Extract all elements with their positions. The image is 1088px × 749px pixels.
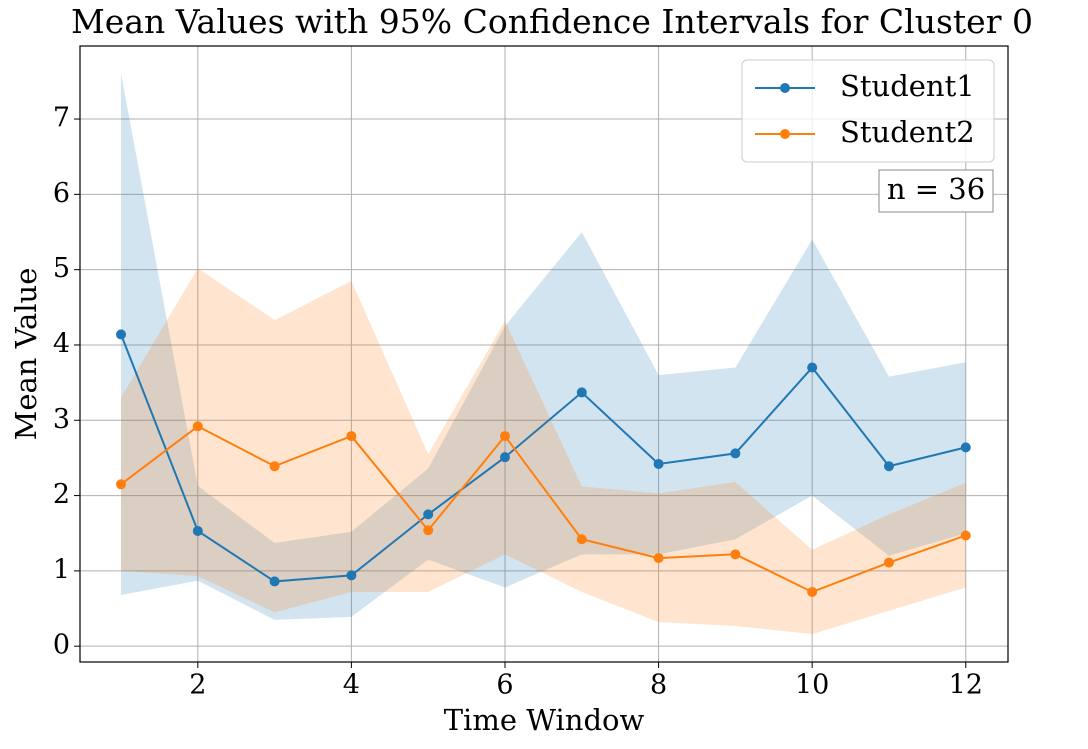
- point: [730, 549, 741, 560]
- grid: [80, 46, 1008, 662]
- point: [883, 461, 894, 472]
- point: [576, 534, 587, 545]
- point: [499, 431, 510, 442]
- point: [346, 431, 357, 442]
- point: [423, 525, 434, 536]
- x-tick-label: 12: [949, 670, 983, 701]
- point: [653, 553, 664, 564]
- y-tick-label: 2: [53, 479, 70, 510]
- line: [120, 425, 967, 594]
- point: [807, 362, 818, 373]
- annotation-box: [878, 169, 994, 213]
- y-axis-label: Mean Value: [9, 268, 43, 441]
- y-tick-label: 1: [53, 554, 70, 585]
- point: [116, 479, 127, 490]
- x-tick-label: 8: [650, 670, 667, 701]
- point: [269, 576, 280, 587]
- point: [653, 458, 664, 469]
- legend-box: [741, 59, 995, 163]
- y-tick-label: 3: [53, 404, 70, 435]
- annotation: n = 36: [887, 172, 985, 206]
- x-tick-label: 6: [496, 670, 513, 701]
- y-tick-label: 6: [53, 178, 70, 209]
- point: [960, 530, 971, 541]
- point: [269, 461, 280, 472]
- confidence-band: [121, 73, 966, 620]
- y-tick-label: 4: [53, 328, 70, 359]
- point: [423, 509, 434, 520]
- point: [116, 329, 127, 340]
- x-axis-label: Time Window: [444, 703, 645, 737]
- line: [120, 334, 967, 583]
- legend-label: Student2: [840, 115, 975, 149]
- y-tick-label: 5: [53, 253, 70, 284]
- point: [346, 570, 357, 581]
- chart-title: Mean Values with 95% Confidence Interval…: [71, 2, 1033, 41]
- point: [730, 448, 741, 459]
- legend: Student1 Student2: [741, 59, 995, 163]
- point: [499, 452, 510, 463]
- point: [192, 421, 203, 432]
- legend-marker: [780, 129, 790, 139]
- point: [807, 586, 818, 597]
- point: [960, 442, 971, 453]
- legend-label: Student1: [840, 69, 975, 103]
- x-tick-label: 10: [795, 670, 829, 701]
- y-tick-label: 0: [53, 630, 70, 661]
- confidence-band: [121, 268, 966, 635]
- x-tick-label: 2: [189, 670, 206, 701]
- point: [883, 557, 894, 568]
- y-tick-label: 7: [53, 103, 70, 134]
- legend-marker: [780, 83, 790, 93]
- x-tick-label: 4: [343, 670, 360, 701]
- point: [576, 387, 587, 398]
- plot-frame: [79, 45, 1009, 663]
- point: [192, 525, 203, 536]
